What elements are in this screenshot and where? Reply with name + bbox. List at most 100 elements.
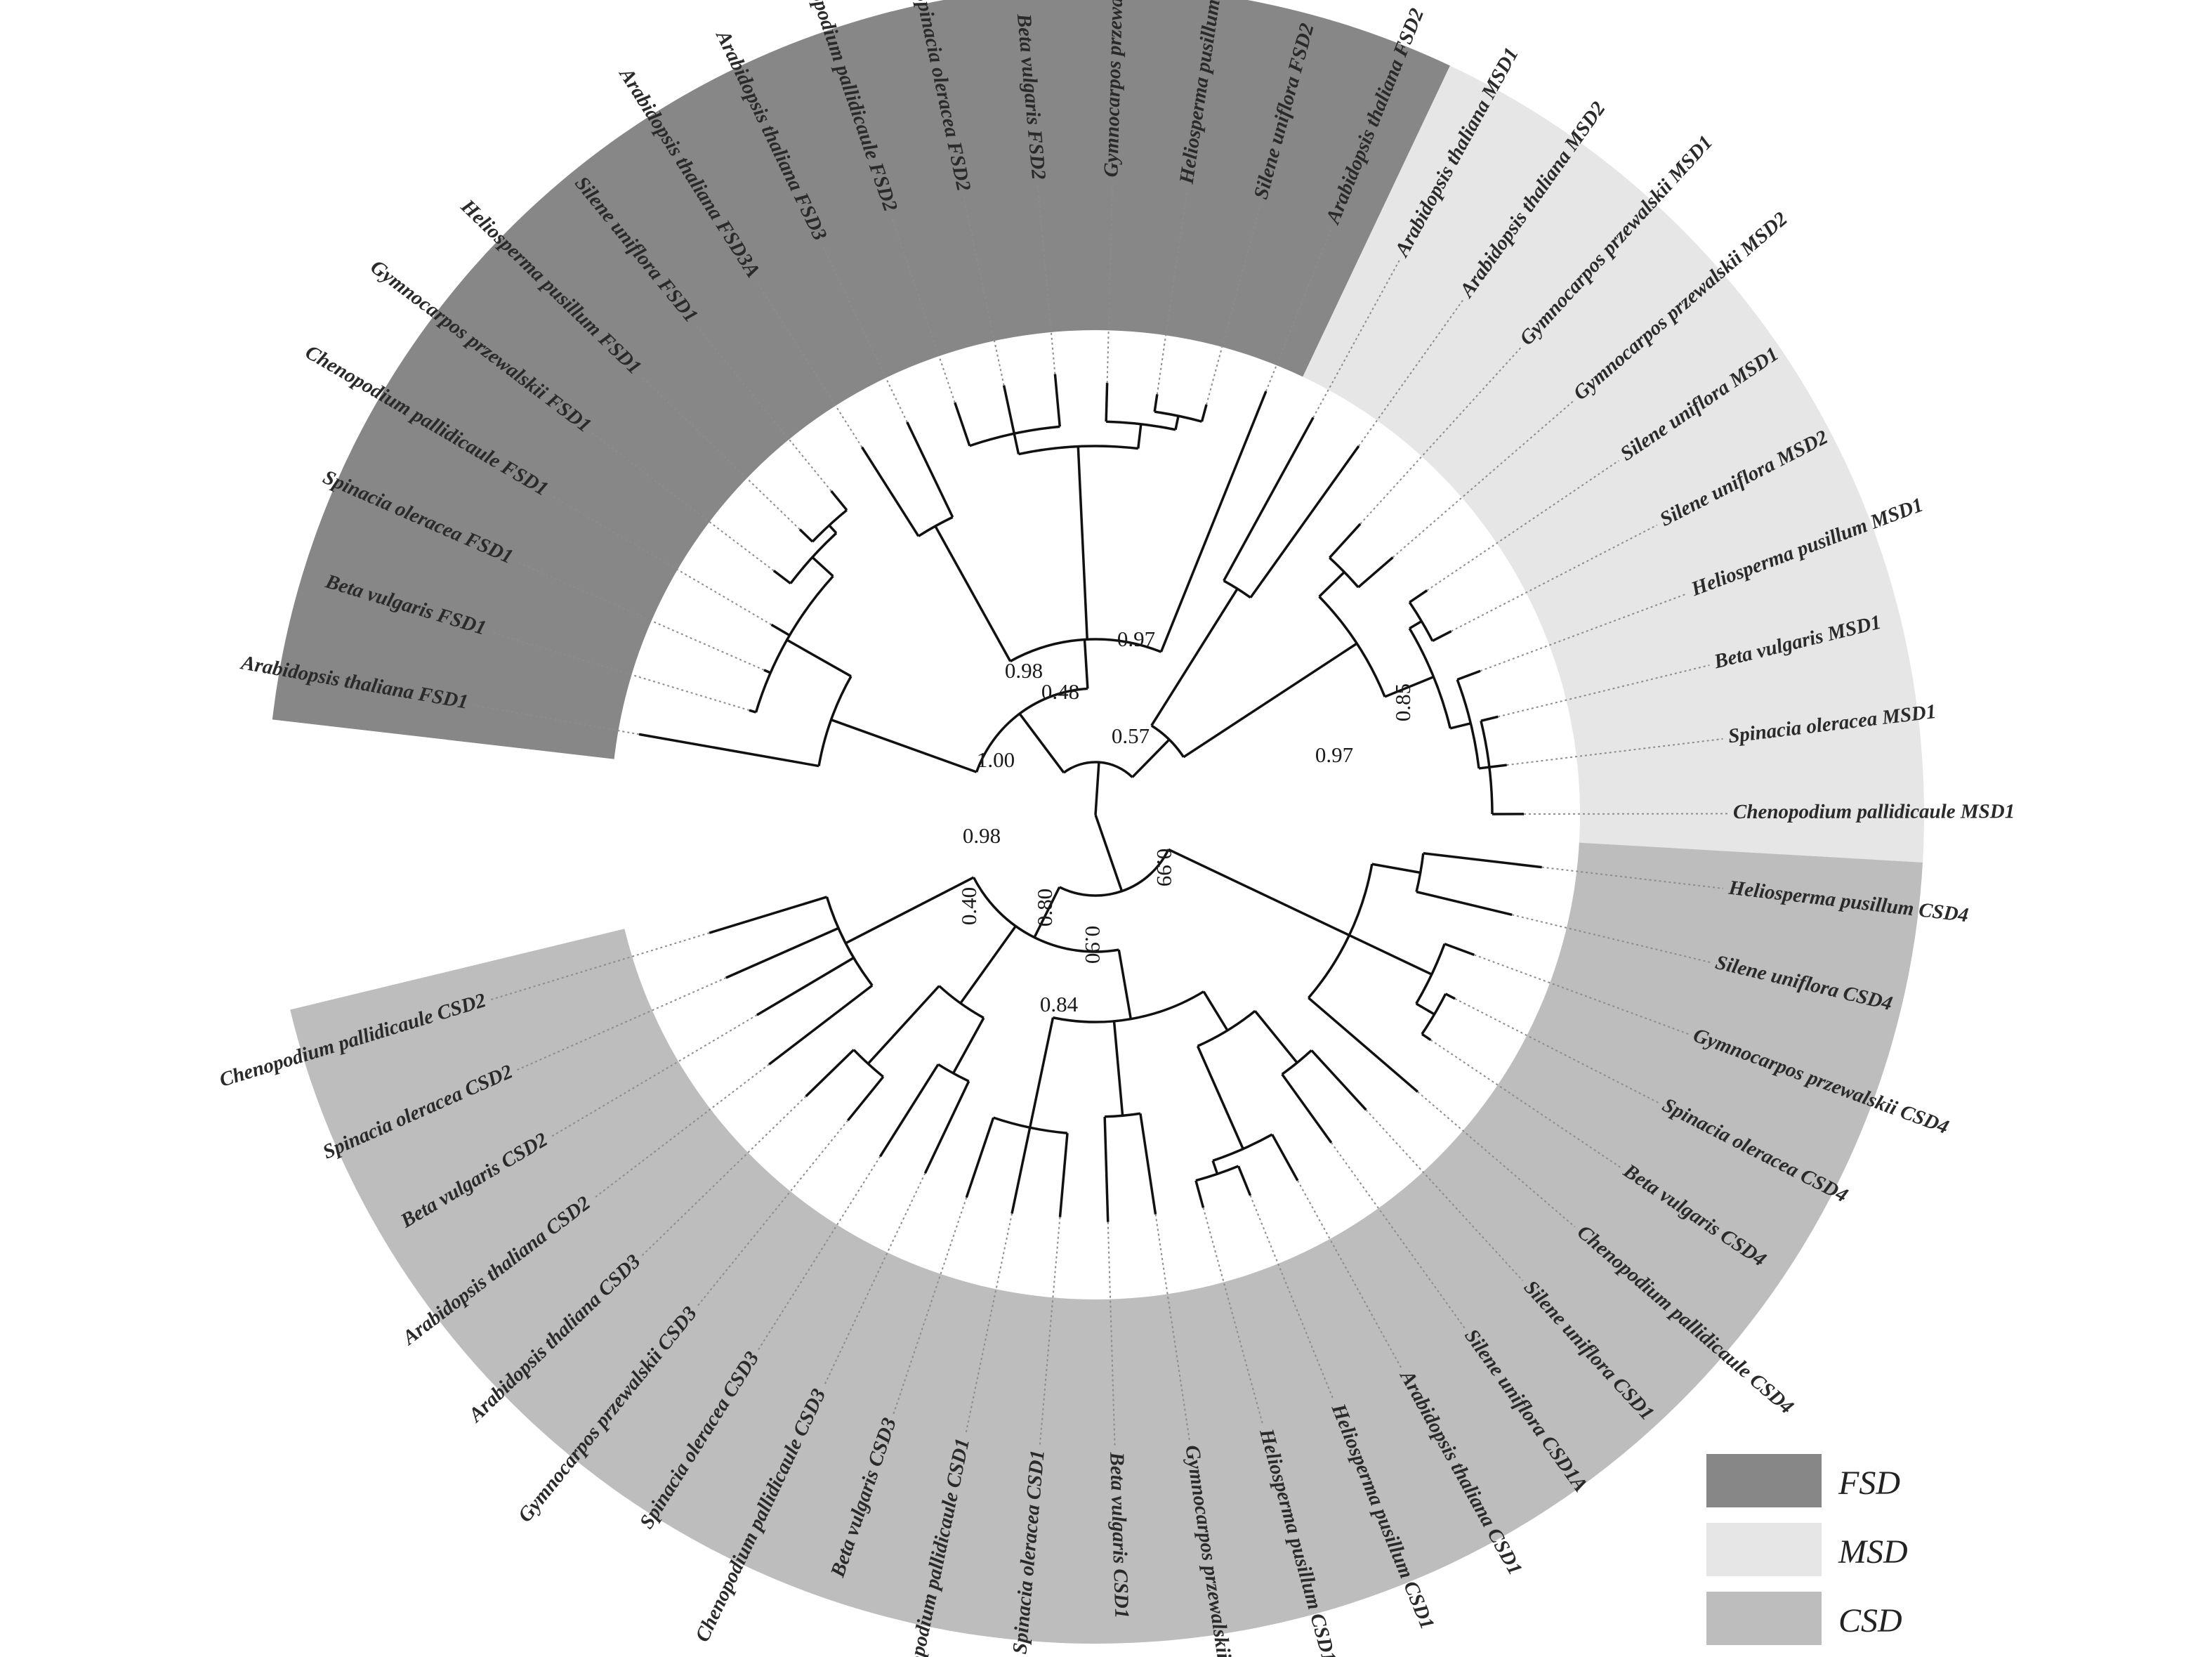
- branch-segment: [1058, 1133, 1069, 1217]
- branch-segment: [1308, 997, 1418, 1093]
- branch-segment: [798, 528, 814, 543]
- branch-segment: [1139, 1113, 1157, 1214]
- branch-segment: [1237, 1165, 1252, 1196]
- leaf-connector: [1154, 1214, 1190, 1441]
- branch-segment: [1150, 588, 1239, 726]
- support-value: 0.57: [1112, 723, 1150, 748]
- branch-segment: [770, 623, 791, 637]
- branch-segment: [1112, 1021, 1124, 1116]
- clade-arc: [1197, 1009, 1256, 1047]
- branch-segment: [1449, 722, 1471, 730]
- legend-swatch-fsd: [1706, 1454, 1822, 1507]
- ring-sector-fsd: [272, 0, 1450, 760]
- branch-segment: [1200, 404, 1208, 422]
- branch-segment: [1409, 620, 1423, 630]
- branch-segment: [1444, 993, 1456, 1000]
- legend-label-csd: CSD: [1838, 1602, 1902, 1639]
- clade-arc: [1150, 724, 1185, 758]
- branch-segment: [763, 669, 771, 674]
- leaf-connector: [550, 494, 772, 626]
- branch-segment: [1478, 766, 1490, 770]
- support-value: 0.99: [1152, 849, 1177, 886]
- leaf-connector: [490, 631, 750, 712]
- branch-segment: [959, 925, 1017, 1004]
- branch-segment: [1480, 715, 1499, 722]
- leaf-connector: [890, 216, 956, 403]
- clade-arc: [1053, 990, 1204, 1023]
- leaf-connector: [965, 1213, 1013, 1434]
- leaf-connector: [1497, 664, 1710, 718]
- leaf-connector: [1365, 1109, 1524, 1281]
- branch-segment: [805, 1049, 855, 1098]
- leaf-connector: [1360, 346, 1522, 525]
- leaf-connector: [1297, 1180, 1402, 1369]
- branch-segment: [1371, 863, 1421, 875]
- branch-segment: [1432, 630, 1452, 643]
- leaf-connector: [1156, 189, 1188, 395]
- leaf-connector: [756, 280, 863, 448]
- clade-arc: [993, 1116, 1068, 1134]
- branch-segment: [1253, 1010, 1298, 1064]
- branch-segment: [1131, 738, 1171, 778]
- branch-segment: [1281, 1073, 1333, 1144]
- leaf-connector: [1106, 183, 1114, 384]
- branch-segment: [1002, 385, 1015, 434]
- leaf-connector: [1202, 1207, 1264, 1425]
- branch-segment: [1329, 523, 1362, 559]
- leaf-connector: [1331, 1142, 1466, 1329]
- leaf-connector: [695, 325, 832, 492]
- branch-segment: [1415, 1002, 1435, 1016]
- branch-segment: [1196, 1045, 1244, 1150]
- clade-arc: [1195, 1165, 1239, 1182]
- branch-segment: [1083, 639, 1089, 689]
- branch-segment: [830, 719, 977, 773]
- branch-segment: [1094, 762, 1100, 816]
- legend-swatch-csd: [1706, 1592, 1822, 1645]
- leaf-label: Beta vulgaris CSD1: [1105, 1451, 1133, 1619]
- branch-segment: [1094, 814, 1124, 892]
- branch-segment: [867, 985, 940, 1065]
- support-value: 0.97: [1117, 627, 1155, 651]
- support-value: 1.00: [977, 747, 1015, 772]
- branch-segment: [1357, 556, 1394, 589]
- leaf-connector: [821, 244, 908, 423]
- clade-arc: [1415, 943, 1446, 1004]
- leaf-connector: [1451, 524, 1658, 632]
- leaf-connector: [1036, 185, 1056, 374]
- branch-segment: [1028, 1017, 1055, 1128]
- branch-segment: [638, 733, 819, 768]
- branch-segment: [906, 421, 954, 518]
- branch-segment: [1018, 712, 1065, 774]
- branch-segment: [1053, 374, 1062, 427]
- branch-segment: [1194, 1180, 1205, 1208]
- leaf-connector: [1473, 954, 1689, 1035]
- leaf-connector: [473, 704, 640, 735]
- branch-segment: [965, 1117, 995, 1198]
- clade-arc: [1058, 849, 1170, 897]
- leaf-connector: [1312, 260, 1400, 418]
- branch-segment: [1168, 848, 1350, 937]
- branch-segment: [1456, 669, 1481, 681]
- clade-arc: [817, 675, 852, 766]
- branch-segment: [934, 525, 1012, 662]
- clade-arc: [1018, 445, 1138, 456]
- branch-segment: [952, 1017, 985, 1074]
- leaf-connector: [758, 1155, 881, 1350]
- clade-arc: [969, 425, 1060, 447]
- clade-arc: [825, 896, 874, 986]
- legend-label-msd: MSD: [1838, 1533, 1908, 1571]
- branch-segment: [756, 957, 855, 1016]
- leaf-connector: [491, 932, 710, 1001]
- leaf-connector: [1426, 459, 1619, 591]
- branch-segment: [1421, 1033, 1432, 1041]
- branch-segment: [772, 570, 791, 585]
- branch-segment: [923, 1080, 970, 1174]
- branch-segment: [1103, 1116, 1110, 1222]
- leaf-connector: [697, 1120, 849, 1306]
- ring-sector-csd: [290, 842, 1923, 1644]
- clade-arc: [1329, 556, 1360, 589]
- branch-segment: [1211, 1160, 1219, 1174]
- legend-swatch-msd: [1706, 1523, 1822, 1576]
- branch-segment: [709, 896, 827, 934]
- branch-segment: [1117, 949, 1133, 1019]
